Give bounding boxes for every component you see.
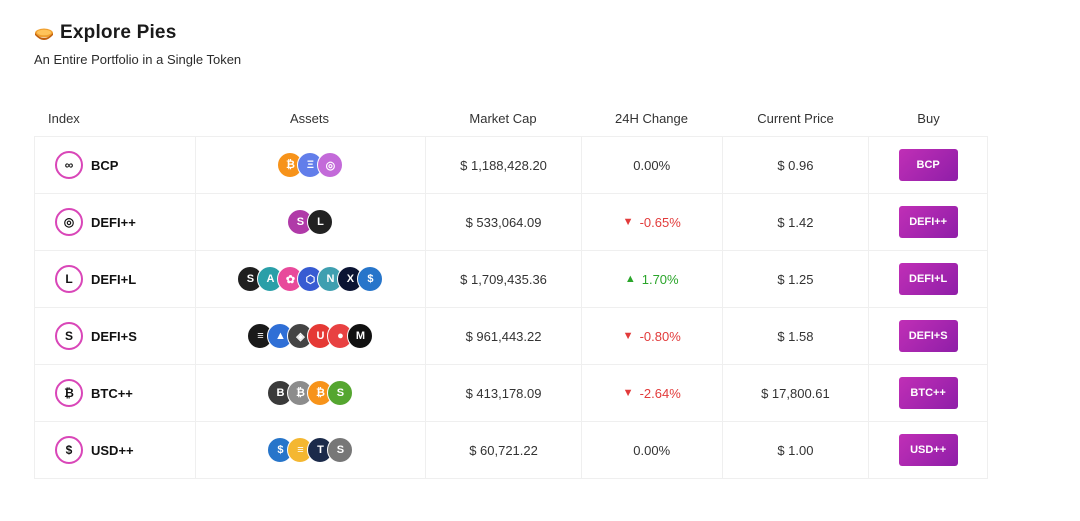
index-cell[interactable]: $ USD++ (35, 422, 195, 478)
column-header-24h-change: 24H Change (615, 110, 688, 126)
change-cell: 0.00% (580, 137, 722, 193)
asset-token-icon: $ (357, 266, 384, 292)
column-header-current-price: Current Price (757, 110, 834, 126)
pie-token-icon: L (55, 265, 83, 293)
page-subtitle: An Entire Portfolio in a Single Token (34, 52, 242, 67)
table-header: Index Assets Market Cap 24H Change Curre… (34, 100, 988, 136)
change-value: -0.80% (639, 328, 681, 344)
column-header-assets: Assets (289, 110, 329, 126)
change-cell: ▲ 1.70% (580, 251, 722, 307)
assets-cell: ≡ ▲ ◈ U ● M (194, 308, 426, 364)
change-value: 1.70% (641, 271, 679, 287)
buy-cell: DEFI++ (868, 194, 987, 250)
market-cap-cell: $ 1,709,435.36 (425, 251, 581, 307)
change-value: 0.00% (633, 442, 671, 458)
table-row[interactable]: ₿ BTC++ B ₿ ₿ S $ 413,178.09 ▼ -2.64% $ 17,800.61… (35, 364, 987, 421)
pie-icon (35, 28, 53, 40)
asset-token-icon: S (327, 380, 354, 406)
buy-cell: BTC++ (868, 365, 987, 421)
pie-token-icon: S (55, 322, 83, 350)
asset-token-icon: ◎ (317, 152, 344, 178)
assets-cell: B ₿ ₿ S (194, 365, 426, 421)
table-row[interactable]: L DEFI+L S A ✿ ⬡ N X $ $ 1,709,435.36 ▲ 1.70% $ 1.25… (35, 250, 987, 307)
change-cell: ▼ -2.64% (580, 365, 722, 421)
price-cell: $ 1.42 (721, 194, 869, 250)
assets-cell: $ ≡ T S (194, 422, 426, 478)
buy-button[interactable]: BTC++ (898, 377, 958, 409)
asset-icons: B ₿ ₿ S (267, 380, 354, 406)
change-value: 0.00% (633, 157, 671, 173)
page-header: Explore Pies An Entire Portfolio in a Si… (34, 20, 241, 67)
pie-token-icon: ∞ (55, 151, 83, 179)
change-value: -2.64% (639, 385, 681, 401)
pie-token-name[interactable]: USD++ (91, 442, 134, 458)
asset-token-icon: L (307, 209, 334, 235)
change-cell: ▼ -0.80% (580, 308, 722, 364)
asset-icons: ≡ ▲ ◈ U ● M (247, 323, 374, 349)
page-title: Explore Pies (34, 20, 241, 46)
market-cap-cell: $ 413,178.09 (425, 365, 581, 421)
down-arrow-icon: ▼ (622, 387, 634, 399)
pies-table: Index Assets Market Cap 24H Change Curre… (34, 100, 988, 479)
pie-token-name[interactable]: DEFI+L (91, 271, 137, 287)
index-cell[interactable]: ◎ DEFI++ (35, 194, 195, 250)
pie-token-icon: ◎ (55, 208, 83, 236)
buy-button[interactable]: USD++ (898, 434, 958, 466)
index-cell[interactable]: L DEFI+L (35, 251, 195, 307)
pie-token-icon: ₿ (55, 379, 83, 407)
down-arrow-icon: ▼ (622, 330, 634, 342)
change-cell: ▼ -0.65% (580, 194, 722, 250)
pie-token-name[interactable]: BCP (91, 157, 119, 173)
asset-token-icon: M (347, 323, 374, 349)
table-row[interactable]: $ USD++ $ ≡ T S $ 60,721.22 0.00% $ 1.00 USD++ (35, 421, 987, 478)
buy-cell: USD++ (868, 422, 987, 478)
market-cap-cell: $ 533,064.09 (425, 194, 581, 250)
buy-button[interactable]: DEFI+L (898, 263, 958, 295)
price-cell: $ 1.00 (721, 422, 869, 478)
change-value: -0.65% (639, 214, 681, 230)
index-cell[interactable]: ₿ BTC++ (35, 365, 195, 421)
pie-token-icon: $ (55, 436, 83, 464)
price-cell: $ 1.25 (721, 251, 869, 307)
buy-button[interactable]: DEFI+S (898, 320, 958, 352)
buy-cell: BCP (868, 137, 987, 193)
buy-cell: DEFI+L (868, 251, 987, 307)
asset-icons: $ ≡ T S (267, 437, 354, 463)
table-row[interactable]: ◎ DEFI++ S L $ 533,064.09 ▼ -0.65% $ 1.42 DEFI++ (35, 193, 987, 250)
change-cell: 0.00% (580, 422, 722, 478)
pie-token-name[interactable]: DEFI+S (91, 328, 137, 344)
price-cell: $ 17,800.61 (721, 365, 869, 421)
market-cap-cell: $ 60,721.22 (425, 422, 581, 478)
assets-cell: S A ✿ ⬡ N X $ (194, 251, 426, 307)
market-cap-cell: $ 961,443.22 (425, 308, 581, 364)
pie-token-name[interactable]: DEFI++ (91, 214, 136, 230)
up-arrow-icon: ▲ (624, 273, 636, 285)
table-body: ∞ BCP ₿ Ξ ◎ $ 1,188,428.20 0.00% $ 0.96 BCP ◎ DEFI… (34, 136, 988, 479)
page-title-text: Explore Pies (60, 22, 177, 43)
buy-button[interactable]: DEFI++ (898, 206, 958, 238)
price-cell: $ 0.96 (721, 137, 869, 193)
index-cell[interactable]: ∞ BCP (35, 137, 195, 193)
asset-token-icon: S (327, 437, 354, 463)
buy-cell: DEFI+S (868, 308, 987, 364)
buy-button[interactable]: BCP (898, 149, 958, 181)
table-row[interactable]: S DEFI+S ≡ ▲ ◈ U ● M $ 961,443.22 ▼ -0.80% $ 1.58 DE… (35, 307, 987, 364)
column-header-market-cap: Market Cap (469, 110, 537, 126)
assets-cell: ₿ Ξ ◎ (194, 137, 426, 193)
column-header-buy: Buy (917, 110, 940, 126)
asset-icons: S A ✿ ⬡ N X $ (237, 266, 384, 292)
index-cell[interactable]: S DEFI+S (35, 308, 195, 364)
table-row[interactable]: ∞ BCP ₿ Ξ ◎ $ 1,188,428.20 0.00% $ 0.96 BCP (35, 137, 987, 193)
pie-token-name[interactable]: BTC++ (91, 385, 133, 401)
market-cap-cell: $ 1,188,428.20 (425, 137, 581, 193)
price-cell: $ 1.58 (721, 308, 869, 364)
asset-icons: ₿ Ξ ◎ (277, 152, 344, 178)
down-arrow-icon: ▼ (622, 216, 634, 228)
column-header-index: Index (48, 110, 80, 126)
